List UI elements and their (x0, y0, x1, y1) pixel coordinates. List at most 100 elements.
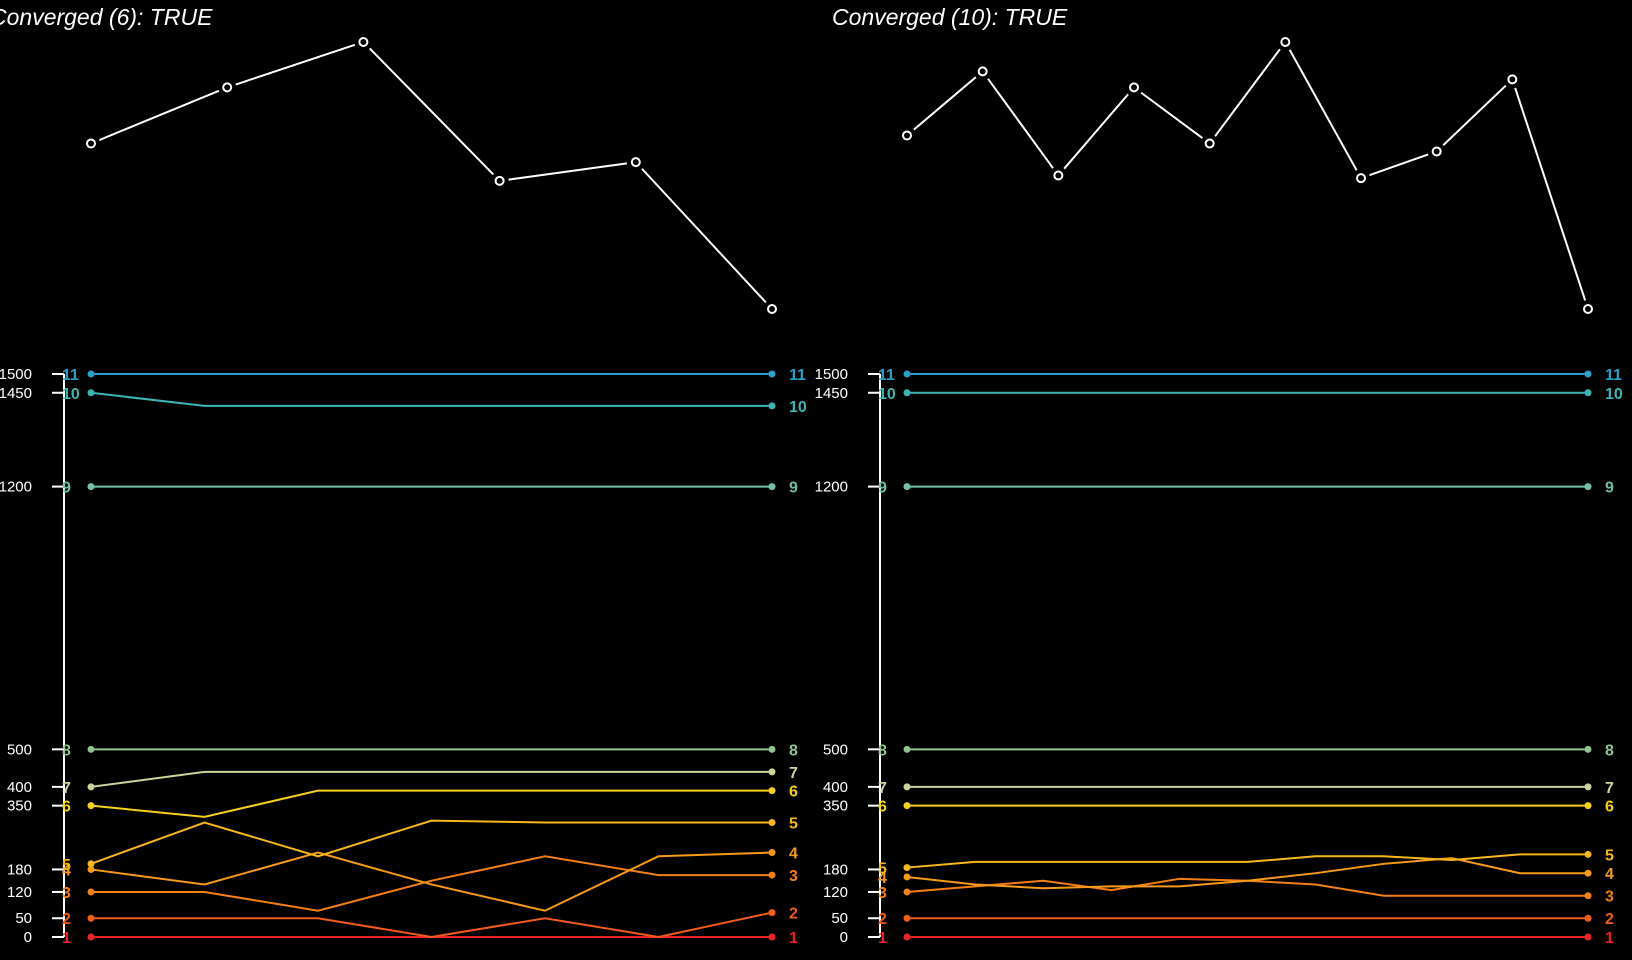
trace-start-label: 3 (878, 885, 887, 902)
objective-segment (1514, 87, 1587, 301)
value-tick-label: 50 (15, 910, 32, 927)
trace-start-point (87, 888, 95, 896)
objective-segment (1288, 49, 1358, 171)
trace-start-label: 10 (62, 386, 80, 403)
trace-start-label: 2 (878, 911, 887, 928)
trace-start-point (87, 914, 95, 922)
objective-segment (1063, 93, 1129, 170)
value-tick-label: 180 (7, 861, 32, 878)
objective-point (1507, 74, 1518, 85)
objective-segment (368, 47, 495, 176)
objective-point (977, 66, 988, 77)
right-convergence-panel: Converged (10): TRUE05012018035040050012… (815, 4, 1623, 947)
trace-start-label: 2 (62, 911, 71, 928)
trace-end-point (1584, 370, 1592, 378)
value-tick-label: 500 (823, 741, 848, 758)
objective-point (630, 157, 641, 168)
trace-start-label: 1 (878, 930, 887, 947)
trace-start-point (903, 914, 911, 922)
value-tick-label: 120 (823, 884, 848, 901)
objective-point (222, 82, 233, 93)
trace-start-point (87, 860, 95, 868)
trace-start-label: 11 (878, 367, 895, 384)
value-trace-line (91, 911, 773, 939)
objective-point (1583, 304, 1593, 314)
trace-end-point (768, 483, 776, 491)
trace-start-point (903, 745, 911, 753)
trace-end-point (768, 787, 776, 795)
value-trace-line (90, 819, 772, 865)
trace-end-label: 8 (1605, 742, 1614, 759)
trace-end-point (768, 768, 776, 776)
trace-start-label: 7 (62, 780, 71, 797)
value-tick-label: 350 (823, 798, 848, 815)
left-convergence-panel: Converged (6): TRUE 0 50 120 180 350 400 500 120… (0, 4, 807, 947)
trace-end-point (768, 402, 776, 410)
trace-start-point (87, 783, 95, 791)
value-tick-label: 1500 (815, 366, 848, 383)
trace-start-label: 8 (62, 742, 71, 759)
trace-start-label: 7 (878, 780, 887, 797)
trace-end-label: 9 (789, 480, 798, 497)
chart-title: Converged (6): TRUE (0, 4, 213, 30)
objective-segment (987, 78, 1054, 169)
objective-segment (913, 76, 977, 131)
trace-end-point (768, 849, 776, 857)
trace-start-point (903, 783, 911, 791)
trace-start-point (903, 389, 911, 397)
value-trace-line (90, 391, 772, 407)
trace-end-label: 5 (1605, 847, 1614, 864)
objective-point (86, 138, 96, 149)
objective-point (1129, 82, 1139, 93)
value-tick-label: 1450 (815, 385, 848, 402)
trace-start-label: 10 (878, 386, 896, 403)
trace-end-point (768, 370, 776, 378)
trace-end-label: 9 (1605, 480, 1614, 497)
objective-point (902, 130, 912, 141)
trace-end-label: 10 (789, 399, 807, 416)
trace-end-label: 11 (789, 367, 806, 384)
value-trace-line (90, 851, 773, 912)
trace-end-label: 7 (1605, 780, 1614, 797)
trace-end-point (1584, 850, 1592, 858)
trace-end-point (1584, 389, 1592, 397)
value-tick-label: 0 (840, 929, 848, 946)
trace-start-point (87, 745, 95, 753)
trace-start-point (903, 370, 911, 378)
trace-end-point (768, 933, 776, 941)
trace-start-point (903, 802, 911, 810)
trace-end-label: 4 (789, 846, 798, 863)
trace-end-point (1584, 783, 1592, 791)
trace-end-label: 1 (1605, 930, 1614, 947)
value-tick-label: 180 (823, 861, 848, 878)
objective-point (358, 37, 369, 47)
trace-start-label: 5 (878, 861, 887, 878)
chart-title: Converged (10): TRUE (832, 4, 1068, 30)
value-trace-line (90, 789, 772, 818)
trace-start-point (903, 933, 911, 941)
objective-segment (1214, 48, 1281, 137)
trace-start-label: 3 (62, 885, 71, 902)
trace-end-point (1584, 802, 1592, 810)
trace-end-point (1584, 892, 1592, 900)
value-tick-label: 400 (7, 779, 32, 796)
objective-segment (235, 43, 356, 86)
value-trace-line (91, 855, 772, 912)
trace-start-label: 6 (878, 799, 887, 816)
trace-end-label: 10 (1605, 386, 1623, 403)
objective-point (1431, 146, 1442, 157)
trace-start-point (87, 483, 95, 491)
objective-segment (508, 162, 628, 181)
trace-start-point (87, 370, 95, 378)
trace-end-point (1584, 869, 1592, 877)
value-trace-line (906, 857, 1588, 890)
trace-start-label: 5 (62, 857, 71, 874)
trace-start-label: 9 (62, 480, 71, 497)
trace-start-label: 4 (62, 862, 71, 879)
trace-start-point (87, 389, 95, 397)
trace-end-label: 3 (1605, 889, 1614, 906)
trace-start-point (87, 865, 95, 873)
trace-end-label: 6 (789, 784, 798, 801)
value-trace-line (906, 853, 1588, 869)
